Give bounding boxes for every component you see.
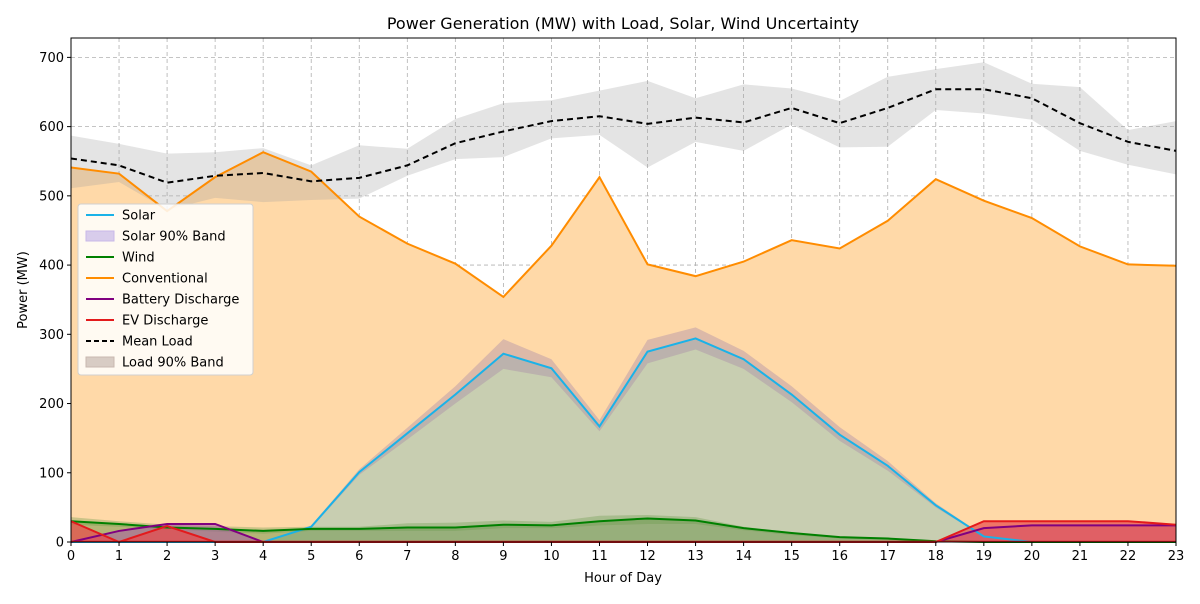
y-tick-label: 0 <box>56 536 64 551</box>
ev-discharge-area <box>71 521 1176 542</box>
legend-swatch-solar-90-band <box>85 230 115 242</box>
x-tick-label: 16 <box>831 549 848 564</box>
x-tick-label: 3 <box>211 549 219 564</box>
x-tick-label: 10 <box>543 549 560 564</box>
legend-swatch-load-90-band <box>85 356 115 368</box>
x-tick-label: 1 <box>115 549 123 564</box>
solar-area <box>71 338 1176 542</box>
x-tick-label: 5 <box>307 549 315 564</box>
x-tick-label: 12 <box>639 549 656 564</box>
x-tick-label: 18 <box>928 549 945 564</box>
x-tick-label: 22 <box>1120 549 1137 564</box>
y-tick-label: 200 <box>39 397 64 412</box>
axis-ticks: 0 1 2 3 4 5 6 7 8 9 10 11 12 13 14 15 16 17 18 19 20 21 22 2301… <box>39 51 1184 564</box>
x-axis-label: Hour of Day <box>584 571 662 586</box>
x-tick-label: 8 <box>451 549 459 564</box>
legend-label-solar: Solar <box>122 209 156 224</box>
legend-label-ev-discharge: EV Discharge <box>122 314 208 329</box>
x-tick-label: 13 <box>687 549 704 564</box>
load-90-band-area <box>71 62 1176 210</box>
y-axis-label: Power (MW) <box>16 251 31 329</box>
legend-label-mean-load: Mean Load <box>122 335 193 350</box>
x-tick-label: 23 <box>1168 549 1185 564</box>
x-tick-label: 2 <box>163 549 171 564</box>
x-tick-label: 21 <box>1072 549 1089 564</box>
legend-label-solar-90-band: Solar 90% Band <box>122 230 226 245</box>
legend: Solar Solar 90% Band Wind Conventional Batte… <box>77 203 254 376</box>
y-tick-label: 300 <box>39 328 64 343</box>
plot-frame <box>70 37 1177 543</box>
x-tick-label: 4 <box>259 549 267 564</box>
x-tick-label: 9 <box>499 549 507 564</box>
legend-label-wind: Wind <box>122 251 155 266</box>
legend-box <box>77 203 254 376</box>
y-tick-label: 400 <box>39 259 64 274</box>
y-tick-label: 100 <box>39 466 64 481</box>
y-tick-label: 600 <box>39 120 64 135</box>
x-tick-label: 11 <box>591 549 608 564</box>
x-tick-label: 14 <box>735 549 752 564</box>
conventional-line <box>70 151 1177 299</box>
legend-label-battery-discharge: Battery Discharge <box>122 293 239 308</box>
x-tick-label: 17 <box>879 549 896 564</box>
x-tick-label: 19 <box>976 549 993 564</box>
x-tick-label: 15 <box>783 549 800 564</box>
x-tick-label: 6 <box>355 549 363 564</box>
x-tick-label: 0 <box>67 549 75 564</box>
y-tick-label: 500 <box>39 189 64 204</box>
legend-label-load-90-band: Load 90% Band <box>122 356 224 371</box>
x-tick-label: 20 <box>1024 549 1041 564</box>
y-tick-label: 700 <box>39 51 64 66</box>
legend-label-conventional: Conventional <box>122 272 208 287</box>
conventional-area <box>71 152 1176 542</box>
x-tick-label: 7 <box>403 549 411 564</box>
chart-title: Power Generation (MW) with Load, Solar, … <box>387 14 859 33</box>
wind-area <box>71 518 1176 542</box>
